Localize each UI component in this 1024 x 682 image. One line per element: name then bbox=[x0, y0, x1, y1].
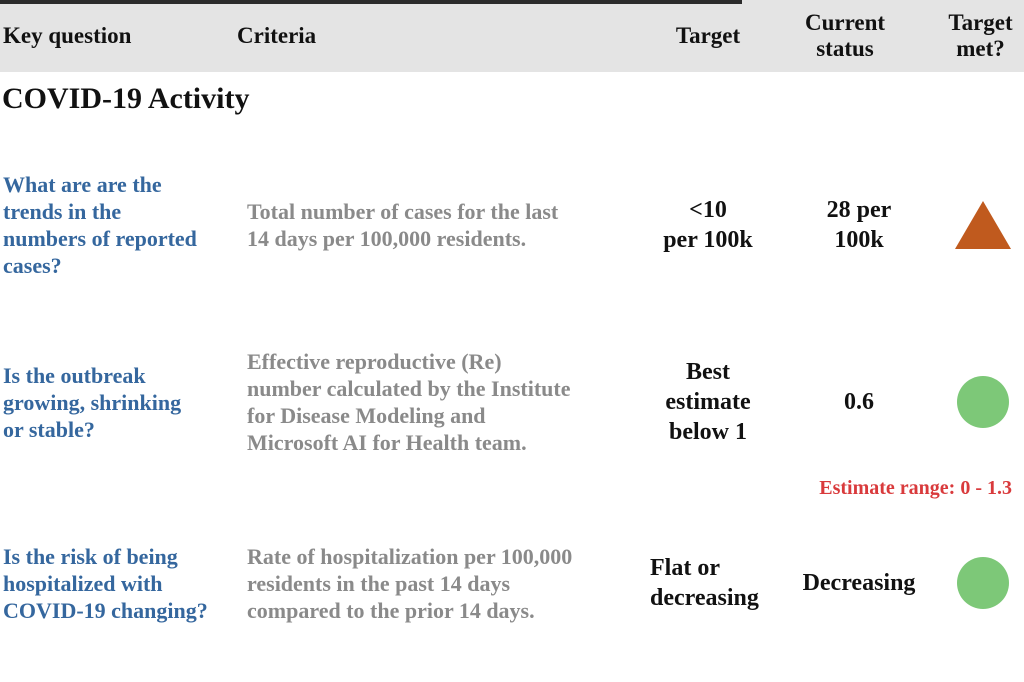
column-header-current-status: Current status bbox=[804, 10, 886, 61]
key-question-text: Is the risk of being hospitalized with C… bbox=[3, 543, 208, 623]
section-title: COVID-19 Activity bbox=[2, 82, 250, 115]
target-met-indicator bbox=[933, 201, 1024, 249]
key-question-text: What are are the trends in the numbers o… bbox=[3, 172, 197, 278]
column-header-target: Target bbox=[675, 23, 741, 48]
target-met-indicator bbox=[933, 376, 1024, 428]
criteria-text: Total number of cases for the last 14 da… bbox=[247, 199, 559, 251]
current-status-value: 0.6 bbox=[844, 389, 874, 415]
column-header-criteria: Criteria bbox=[237, 23, 317, 48]
table-row-hospitalization-risk: Is the risk of being hospitalized with C… bbox=[0, 520, 1024, 646]
target-value: Best estimate below 1 bbox=[665, 359, 751, 445]
table-row-outbreak-growth: Is the outbreak growing, shrinking or st… bbox=[0, 338, 1024, 466]
column-header-key-question: Key question bbox=[3, 23, 132, 48]
target-value: Flat or decreasing bbox=[650, 555, 759, 611]
triangle-up-icon bbox=[954, 201, 1011, 249]
table-header-row: Key question Criteria Target Current sta… bbox=[0, 0, 1024, 72]
column-header-target-met: Target met? bbox=[948, 10, 1013, 61]
key-question-text: Is the outbreak growing, shrinking or st… bbox=[3, 362, 182, 442]
top-border-strip bbox=[0, 0, 742, 4]
green-circle-icon bbox=[956, 557, 1009, 609]
target-met-indicator bbox=[933, 557, 1024, 609]
estimate-range-note: Estimate range: 0 - 1.3 bbox=[819, 477, 1012, 499]
current-status-value: 28 per 100k bbox=[826, 197, 892, 253]
green-circle-icon bbox=[956, 376, 1009, 428]
current-status-value: Decreasing bbox=[802, 570, 916, 596]
criteria-text: Rate of hospitalization per 100,000 resi… bbox=[247, 543, 573, 623]
target-value: <10 per 100k bbox=[663, 197, 753, 253]
criteria-text: Effective reproductive (Re) number calcu… bbox=[247, 349, 571, 455]
table-row-reported-cases: What are are the trends in the numbers o… bbox=[0, 158, 1024, 292]
